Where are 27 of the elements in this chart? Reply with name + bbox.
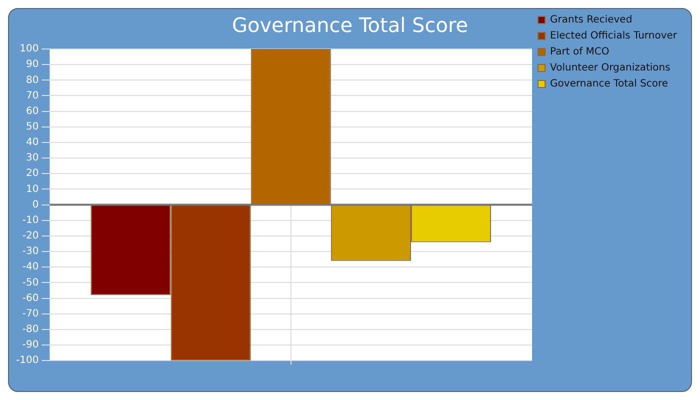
legend-label: Elected Officials Turnover <box>550 30 678 42</box>
y-tick-label: 0 <box>32 199 39 210</box>
y-tick-label: 30 <box>26 152 39 164</box>
y-tick-label: -50 <box>22 277 39 288</box>
y-tick-label: -40 <box>22 262 39 273</box>
y-tick-label: -10 <box>22 214 39 226</box>
y-tick-label: -30 <box>22 246 39 258</box>
y-tick-label: -80 <box>22 324 39 336</box>
y-tick-label: 70 <box>26 90 39 102</box>
y-tick-label: 20 <box>26 168 39 180</box>
y-tick-label: -20 <box>22 230 39 242</box>
legend-label: Volunteer Organizations <box>550 62 670 74</box>
y-tick-label: -70 <box>22 308 39 320</box>
y-tick-label: 40 <box>26 137 39 148</box>
legend-label: Grants Recieved <box>550 14 632 26</box>
y-tick-label: -100 <box>16 355 39 366</box>
y-tick-label: 100 <box>20 44 39 55</box>
y-tick-label: 80 <box>26 74 39 86</box>
chart-title: Governance Total Score <box>232 13 468 38</box>
y-tick-label: 90 <box>26 59 39 70</box>
y-tick-label: 10 <box>26 184 39 195</box>
y-tick-label: -60 <box>22 292 39 304</box>
y-tick-label: -90 <box>22 340 39 351</box>
legend-label: Governance Total Score <box>550 78 668 90</box>
y-tick-label: 60 <box>26 106 39 117</box>
legend-label: Part of MCO <box>550 46 610 58</box>
y-tick-label: 50 <box>26 121 39 132</box>
